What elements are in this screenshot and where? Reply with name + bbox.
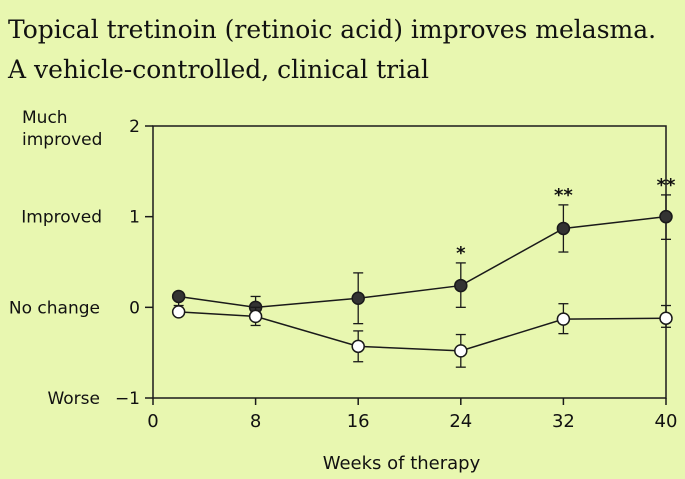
x-axis: 0 8 16 24 32 40 bbox=[147, 398, 677, 432]
data-point bbox=[556, 221, 571, 236]
plot-border bbox=[152, 125, 667, 399]
data-point bbox=[351, 291, 365, 306]
x-tick-label: 32 bbox=[552, 411, 575, 432]
y-tick-label: 0 bbox=[129, 298, 140, 318]
y-category-label: No change bbox=[9, 298, 100, 318]
data-point bbox=[171, 305, 186, 319]
data-point bbox=[171, 289, 186, 304]
x-tick-label: 0 bbox=[147, 411, 158, 432]
y-category-label: Worse bbox=[47, 389, 100, 409]
data-point bbox=[351, 339, 365, 354]
y-category-label: improved bbox=[22, 130, 102, 150]
series-tretinoin: *** ** bbox=[171, 175, 676, 325]
series-vehicle bbox=[171, 303, 673, 368]
series-line bbox=[178, 311, 667, 352]
title-line-2: A vehicle-controlled, clinical trial bbox=[8, 55, 429, 84]
data-point bbox=[556, 312, 571, 326]
slide-title: Topical tretinoin (retinoic acid) improv… bbox=[8, 10, 656, 90]
x-tick-label: 16 bbox=[347, 411, 370, 432]
series-layer: *** ** bbox=[171, 175, 676, 368]
data-point bbox=[659, 311, 673, 325]
series-line bbox=[178, 215, 667, 309]
significance-marker: * bbox=[456, 243, 466, 264]
x-tick-label: 24 bbox=[449, 411, 472, 432]
significance-marker: ** bbox=[554, 185, 573, 206]
x-tick-label: 40 bbox=[655, 411, 678, 432]
x-axis-title: Weeks of therapy bbox=[323, 453, 481, 474]
plot-frame bbox=[152, 125, 667, 399]
y-category-label: Improved bbox=[21, 208, 102, 228]
data-point bbox=[248, 309, 263, 324]
data-point bbox=[454, 344, 468, 358]
y-tick-label: 2 bbox=[129, 117, 140, 137]
y-tick-label: 1 bbox=[129, 208, 140, 228]
data-point bbox=[659, 209, 673, 224]
title-line-1: Topical tretinoin (retinoic acid) improv… bbox=[8, 15, 657, 44]
significance-marker: ** bbox=[657, 175, 676, 196]
data-point bbox=[454, 278, 468, 293]
x-tick-label: 8 bbox=[250, 411, 261, 432]
y-tick-label: −1 bbox=[115, 389, 140, 409]
y-category-label: Much bbox=[22, 108, 68, 128]
